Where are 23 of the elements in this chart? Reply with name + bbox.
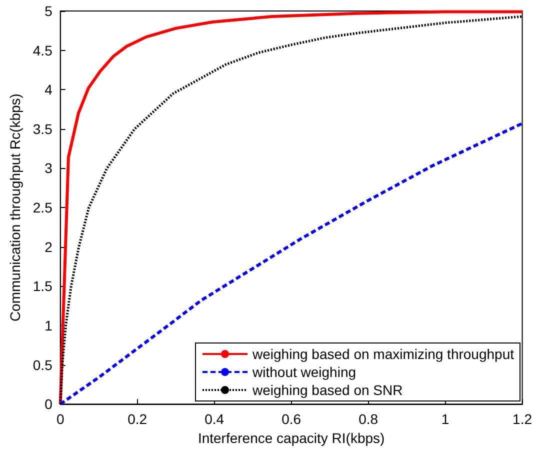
- x-tick-label: 0.4: [204, 411, 224, 428]
- x-tick-label: 0.2: [128, 411, 148, 428]
- x-tick-label: 1.2: [512, 411, 532, 428]
- legend-label: weighing based on SNR: [252, 382, 403, 398]
- y-tick-label: 3: [44, 160, 53, 176]
- x-tick-label: 0: [56, 411, 64, 428]
- x-axis-title: Interference capacity RI(kbps): [198, 430, 385, 446]
- y-tick-label: 2: [44, 238, 53, 255]
- legend-label: weighing based on maximizing throughput: [252, 346, 514, 362]
- x-tick-label: 0.8: [358, 411, 378, 428]
- y-tick-label: 5: [44, 3, 53, 19]
- y-tick-label: 4: [44, 82, 53, 98]
- y-tick-label: 4.5: [32, 42, 53, 58]
- x-tick-label: 0.6: [282, 411, 302, 428]
- y-tick-label: 2.5: [32, 200, 53, 216]
- y-tick-label: 1.5: [32, 278, 53, 294]
- legend-label: without weighing: [252, 364, 356, 380]
- y-tick-label: 1: [44, 317, 53, 334]
- y-axis-title: Communication throughput Rc(kbps): [7, 94, 23, 322]
- x-tick-label: 1: [441, 411, 450, 428]
- y-tick-label: 3.5: [32, 120, 53, 137]
- y-tick-label: 0: [44, 396, 53, 412]
- y-tick-label: 0.5: [32, 356, 53, 373]
